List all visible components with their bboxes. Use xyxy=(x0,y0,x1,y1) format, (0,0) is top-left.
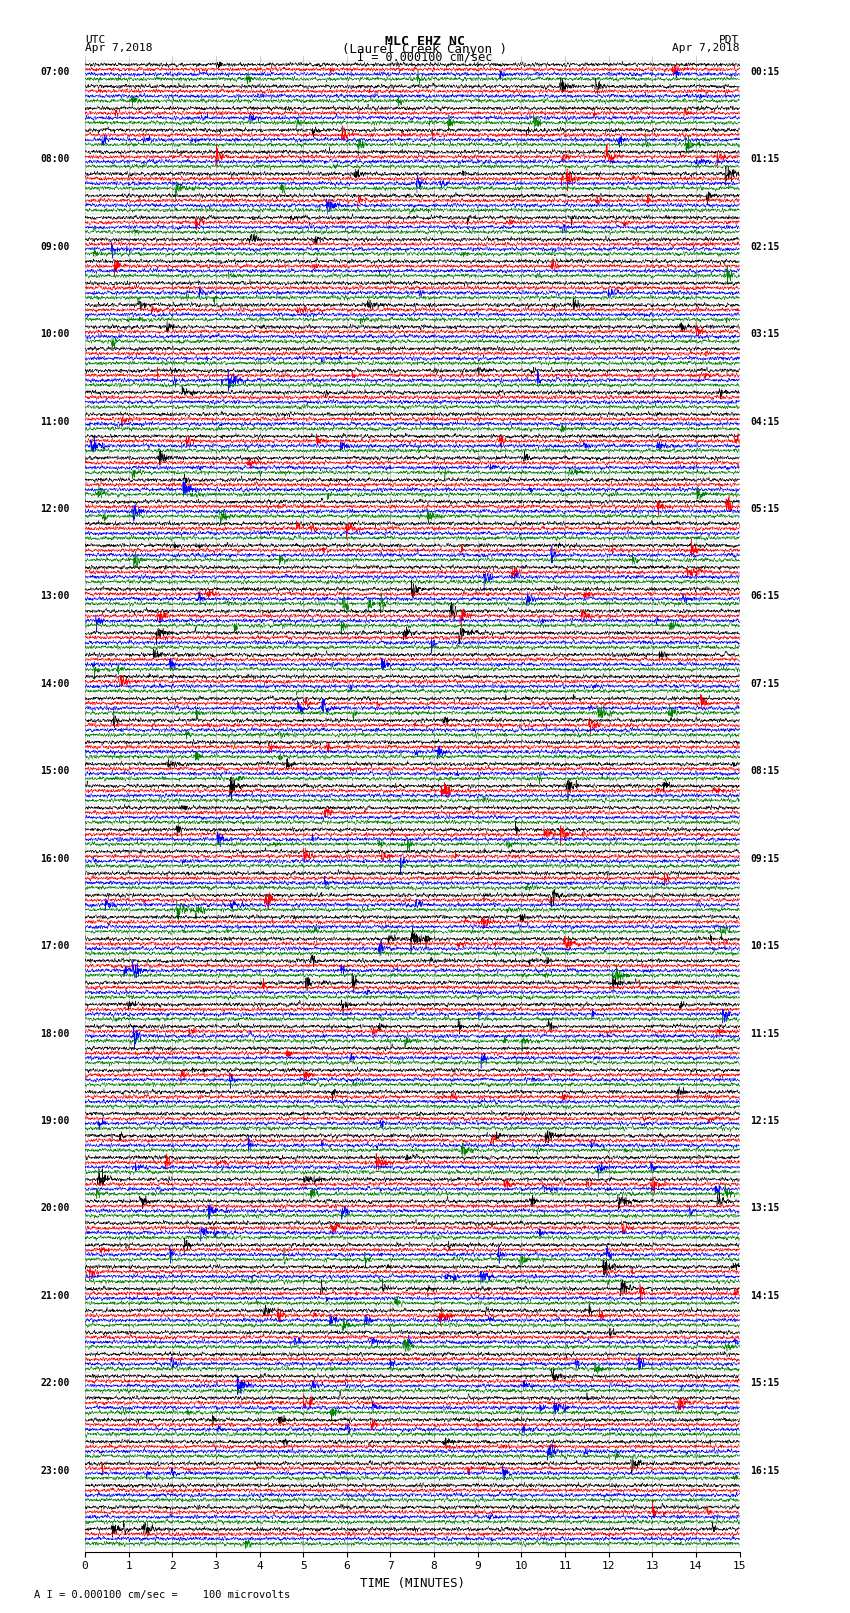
Text: 07:15: 07:15 xyxy=(751,679,779,689)
Text: 15:00: 15:00 xyxy=(40,766,70,776)
Text: UTC: UTC xyxy=(85,35,105,45)
Text: 04:15: 04:15 xyxy=(751,416,779,426)
Text: 12:00: 12:00 xyxy=(40,503,70,515)
Text: 09:15: 09:15 xyxy=(751,853,779,863)
Text: 16:15: 16:15 xyxy=(751,1466,779,1476)
Text: 18:00: 18:00 xyxy=(40,1029,70,1039)
Text: 10:15: 10:15 xyxy=(751,940,779,952)
Text: 14:15: 14:15 xyxy=(751,1290,779,1302)
Text: 09:00: 09:00 xyxy=(40,242,70,252)
Text: 12:15: 12:15 xyxy=(751,1116,779,1126)
Text: PDT: PDT xyxy=(719,35,740,45)
Text: 21:00: 21:00 xyxy=(40,1290,70,1302)
Text: 13:00: 13:00 xyxy=(40,592,70,602)
Text: 08:15: 08:15 xyxy=(751,766,779,776)
Text: 15:15: 15:15 xyxy=(751,1379,779,1389)
Text: I = 0.000100 cm/sec: I = 0.000100 cm/sec xyxy=(357,50,493,65)
Text: A I = 0.000100 cm/sec =    100 microvolts: A I = 0.000100 cm/sec = 100 microvolts xyxy=(34,1590,290,1600)
Text: 16:00: 16:00 xyxy=(40,853,70,863)
Text: 05:15: 05:15 xyxy=(751,503,779,515)
Text: 07:00: 07:00 xyxy=(40,66,70,77)
Text: (Laurel Creek Canyon ): (Laurel Creek Canyon ) xyxy=(343,44,507,56)
Text: Apr 7,2018: Apr 7,2018 xyxy=(672,44,740,53)
Text: 23:00: 23:00 xyxy=(40,1466,70,1476)
Text: 11:15: 11:15 xyxy=(751,1029,779,1039)
Text: 20:00: 20:00 xyxy=(40,1203,70,1213)
X-axis label: TIME (MINUTES): TIME (MINUTES) xyxy=(360,1578,465,1590)
Text: 10:00: 10:00 xyxy=(40,329,70,339)
Text: 22:00: 22:00 xyxy=(40,1379,70,1389)
Text: MLC EHZ NC: MLC EHZ NC xyxy=(385,35,465,48)
Text: 08:00: 08:00 xyxy=(40,155,70,165)
Text: Apr 7,2018: Apr 7,2018 xyxy=(85,44,152,53)
Text: 14:00: 14:00 xyxy=(40,679,70,689)
Text: 03:15: 03:15 xyxy=(751,329,779,339)
Text: 17:00: 17:00 xyxy=(40,940,70,952)
Text: 19:00: 19:00 xyxy=(40,1116,70,1126)
Text: 01:15: 01:15 xyxy=(751,155,779,165)
Text: 00:15: 00:15 xyxy=(751,66,779,77)
Text: 06:15: 06:15 xyxy=(751,592,779,602)
Text: 11:00: 11:00 xyxy=(40,416,70,426)
Text: 13:15: 13:15 xyxy=(751,1203,779,1213)
Text: 02:15: 02:15 xyxy=(751,242,779,252)
